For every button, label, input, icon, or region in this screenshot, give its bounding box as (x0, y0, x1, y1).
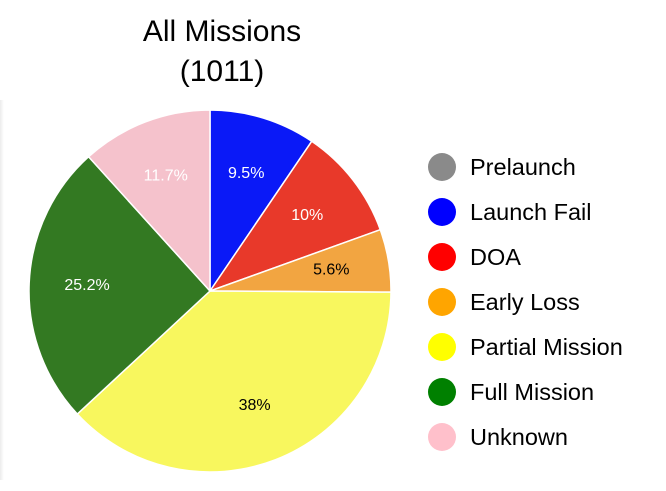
legend-item-doa: DOA (428, 234, 660, 279)
pie-label-doa: 10% (291, 207, 323, 224)
legend-item-full-mission: Full Mission (428, 369, 660, 414)
pie-label-early-loss: 5.6% (313, 262, 349, 279)
legend-label-doa: DOA (470, 243, 521, 270)
left-edge-shade (0, 100, 4, 480)
legend-label-unknown: Unknown (470, 423, 568, 450)
chart-subtitle: (1011) (179, 55, 265, 88)
pie-label-full-mission: 25.2% (64, 277, 109, 294)
legend-label-early-loss: Early Loss (470, 288, 580, 315)
legend-swatch-partial-mission (428, 332, 456, 361)
pie-slice-partial-mission (76, 290, 392, 473)
pie-slice-unknown (87, 109, 211, 292)
legend-swatch-launch-fail (428, 197, 456, 226)
legend-item-prelaunch: Prelaunch (428, 144, 660, 189)
chart-title-block: All Missions (1011) (92, 12, 352, 92)
legend-swatch-unknown (428, 422, 456, 451)
pie-slice-doa (209, 140, 382, 292)
legend-swatch-doa (428, 242, 456, 271)
legend-label-full-mission: Full Mission (470, 378, 595, 405)
legend-swatch-prelaunch (428, 152, 456, 181)
chart-title: All Missions (142, 15, 302, 48)
chart-legend: Prelaunch Launch Fail DOA Early Loss Par… (428, 144, 660, 459)
pie-label-launch-fail: 9.5% (228, 165, 264, 182)
pie-slice-launch-fail (209, 109, 313, 292)
legend-swatch-early-loss (428, 287, 456, 316)
pie-label-unknown: 11.7% (144, 168, 188, 185)
legend-swatch-full-mission (428, 377, 456, 406)
legend-label-partial-mission: Partial Mission (470, 333, 623, 360)
legend-item-unknown: Unknown (428, 414, 660, 459)
legend-item-partial-mission: Partial Mission (428, 324, 660, 369)
pie-slice-full-mission (28, 155, 211, 415)
legend-label-launch-fail: Launch Fail (470, 198, 592, 225)
legend-label-prelaunch: Prelaunch (470, 153, 576, 180)
pie-label-partial-mission: 38% (239, 397, 271, 414)
legend-item-launch-fail: Launch Fail (428, 189, 660, 234)
legend-item-early-loss: Early Loss (428, 279, 660, 324)
